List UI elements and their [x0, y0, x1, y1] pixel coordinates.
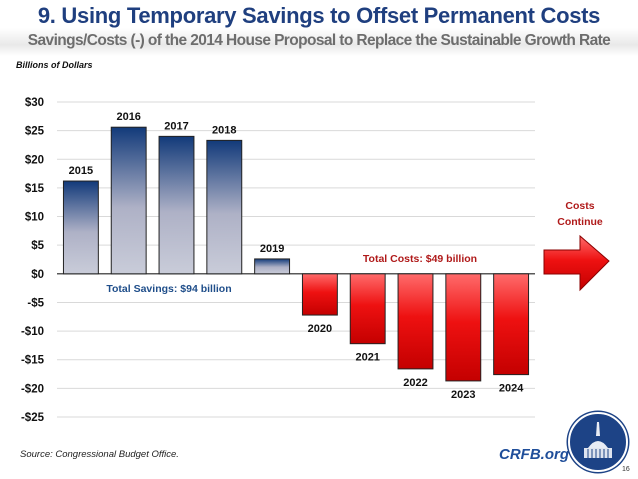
bar-2018	[206, 139, 243, 275]
bar-2019	[254, 258, 291, 275]
data-label-2020: 2020	[308, 323, 332, 335]
slide-title: 9. Using Temporary Savings to Offset Per…	[37, 3, 601, 28]
brand-link[interactable]: CRFB.org	[499, 446, 569, 463]
bar-2020	[301, 273, 338, 316]
data-label-2017: 2017	[164, 120, 188, 132]
y-tick-label: -$10	[21, 326, 44, 338]
source-note: Source: Congressional Budget Office.	[20, 449, 179, 460]
y-tick-label: $30	[25, 97, 44, 109]
y-tick-label: $20	[25, 154, 44, 166]
y-tick-label: $25	[25, 126, 45, 138]
data-label-2021: 2021	[355, 352, 379, 364]
y-tick-label: $5	[31, 240, 44, 252]
costs-continue-label-line2: Continue	[557, 216, 603, 228]
page-number: 16	[622, 466, 630, 473]
bar-2021	[349, 273, 386, 345]
bar-2022	[397, 273, 434, 370]
data-label-2016: 2016	[116, 111, 140, 123]
bar-2017	[158, 135, 195, 275]
y-tick-label: -$15	[21, 355, 45, 367]
data-label-2019: 2019	[260, 243, 284, 255]
bar-2016	[110, 126, 147, 275]
subtitle-band	[0, 28, 638, 56]
bar-2024	[493, 273, 530, 376]
y-tick-label: -$20	[21, 383, 44, 395]
bar-2023	[445, 273, 482, 382]
units-label: Billions of Dollars	[16, 60, 93, 70]
data-label-2024: 2024	[499, 383, 524, 395]
data-label-2015: 2015	[69, 165, 93, 177]
y-tick-label: $10	[25, 212, 44, 224]
right-arrow-icon	[543, 234, 610, 292]
data-label-2023: 2023	[451, 389, 475, 401]
capitol-dome-seal-icon	[568, 412, 628, 472]
bar-2015	[62, 180, 99, 275]
y-tick-label: -$25	[21, 412, 45, 424]
y-tick-label: $15	[25, 183, 45, 195]
costs-continue-label-line1: Costs	[565, 200, 594, 212]
total-costs-annotation: Total Costs: $49 billion	[363, 253, 477, 265]
total-savings-annotation: Total Savings: $94 billion	[106, 283, 231, 295]
y-tick-label: $0	[31, 269, 44, 281]
slide-subtitle: Savings/Costs (-) of the 2014 House Prop…	[27, 32, 611, 49]
data-label-2022: 2022	[403, 377, 427, 389]
y-tick-label: -$5	[27, 297, 44, 309]
data-label-2018: 2018	[212, 124, 236, 136]
